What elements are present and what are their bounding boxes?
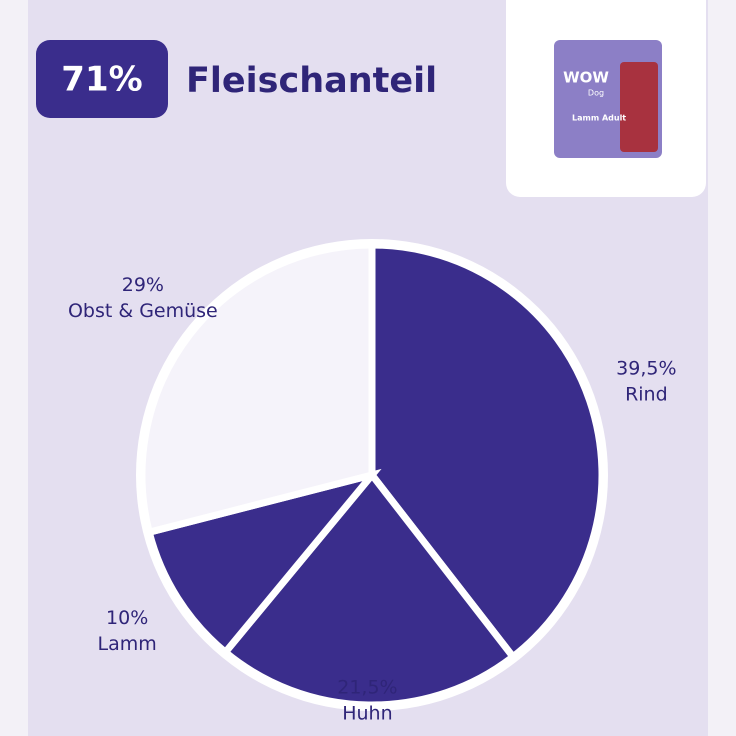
slice-value-label: 10% bbox=[106, 607, 148, 629]
product-food bbox=[620, 62, 658, 152]
slice-value-label: 39,5% bbox=[616, 358, 676, 380]
slice-value-label: 21,5% bbox=[337, 677, 397, 699]
title: Fleischanteil bbox=[186, 61, 437, 101]
pie-slice bbox=[138, 241, 376, 537]
pie-slice bbox=[220, 469, 518, 709]
badge-text: 71% bbox=[61, 60, 142, 100]
pie-slice bbox=[368, 241, 606, 662]
slice-category-label: Huhn bbox=[342, 703, 392, 725]
slice-category-label: Lamm bbox=[98, 633, 157, 655]
product-line: Dog bbox=[588, 89, 604, 98]
product-brand: WOW bbox=[563, 69, 609, 87]
badge bbox=[36, 40, 168, 118]
slice-category-label: Rind bbox=[625, 384, 668, 406]
slice-category-label: Obst & Gemüse bbox=[68, 300, 218, 322]
product-name: Lamm Adult bbox=[572, 114, 626, 123]
slice-value-label: 29% bbox=[122, 274, 164, 296]
pie bbox=[138, 241, 606, 709]
